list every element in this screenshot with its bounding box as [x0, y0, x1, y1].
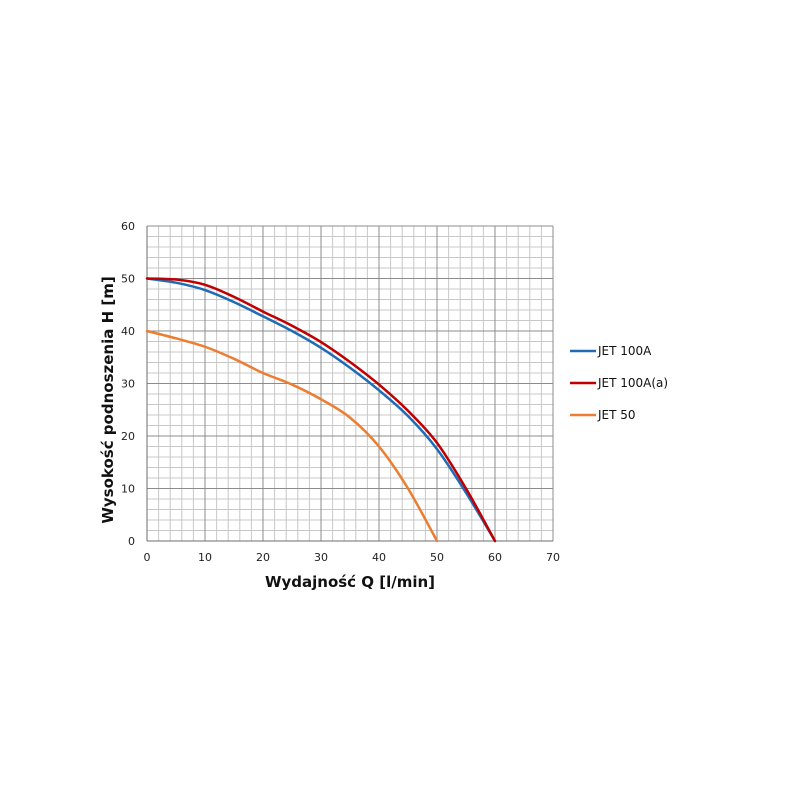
legend-label: JET 100A — [597, 344, 652, 358]
x-axis-ticks: 0 10 20 30 40 50 60 70 — [144, 551, 561, 564]
y-tick-label: 20 — [121, 430, 135, 443]
legend-label: JET 50 — [597, 408, 636, 422]
x-tick-label: 30 — [314, 551, 328, 564]
x-tick-label: 70 — [546, 551, 560, 564]
y-tick-label: 60 — [121, 220, 135, 233]
x-tick-label: 60 — [488, 551, 502, 564]
x-tick-label: 10 — [198, 551, 212, 564]
y-axis-title: Wysokość podnoszenia H [m] — [99, 276, 117, 523]
legend-label: JET 100A(a) — [597, 376, 668, 390]
x-tick-label: 20 — [256, 551, 270, 564]
y-tick-label: 40 — [121, 325, 135, 338]
major-grid — [146, 225, 554, 542]
legend: JET 100A JET 100A(a) JET 50 — [570, 344, 668, 422]
x-tick-label: 40 — [372, 551, 386, 564]
x-tick-label: 0 — [144, 551, 151, 564]
x-tick-label: 50 — [430, 551, 444, 564]
series-layer — [145, 277, 497, 543]
series-line-2 — [145, 329, 439, 543]
x-axis-title: Wydajność Q [l/min] — [265, 573, 435, 591]
series-line-0 — [145, 277, 497, 543]
y-tick-label: 0 — [128, 535, 135, 548]
series-line-1 — [145, 277, 497, 543]
y-tick-label: 10 — [121, 483, 135, 496]
y-axis-ticks: 0 10 20 30 40 50 60 — [121, 220, 135, 548]
y-tick-label: 50 — [121, 273, 135, 286]
y-tick-label: 30 — [121, 378, 135, 391]
